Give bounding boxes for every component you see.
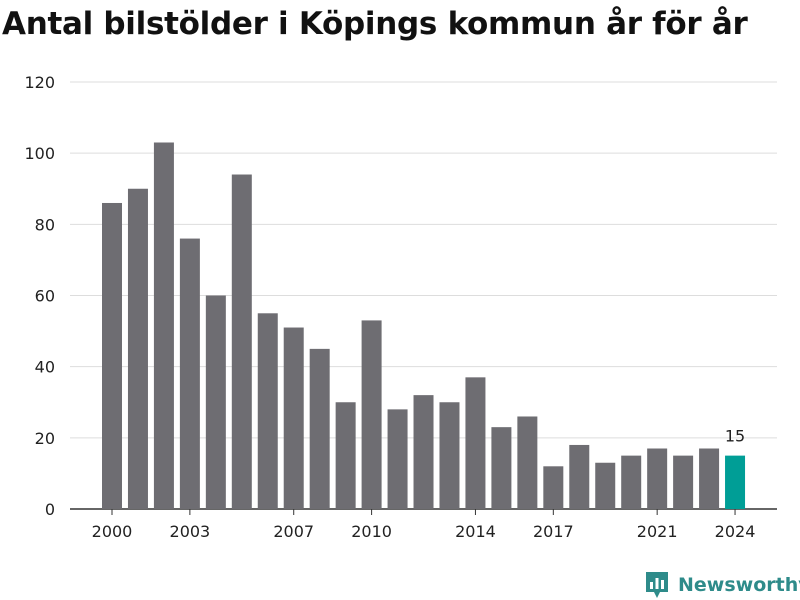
bar-2005	[231, 174, 252, 509]
bar-2007	[283, 327, 304, 509]
bar-2017	[543, 466, 564, 509]
brand-logo: Newsworthy	[644, 570, 800, 600]
brand-name: Newsworthy	[678, 574, 800, 596]
y-tick-label: 40	[35, 358, 55, 377]
bar-2013	[439, 402, 460, 509]
bar-2024	[725, 455, 746, 509]
bar-2016	[517, 416, 538, 509]
bar-2004	[205, 295, 226, 509]
bar-2014	[465, 377, 486, 509]
bar-2020	[621, 455, 642, 509]
data-label: 15	[725, 427, 745, 446]
axis-labels: 0 20 40 60 80 100 120 15 2000 2003 2007 2010 2014 201…	[24, 73, 755, 541]
bar-2001	[127, 188, 148, 509]
y-tick-label: 100	[24, 144, 55, 163]
bar-chart-logo-icon	[646, 572, 668, 598]
bar-2019	[595, 462, 616, 509]
x-tick-label: 2000	[92, 522, 133, 541]
bar-2003	[179, 238, 200, 510]
bar-2000	[102, 202, 122, 509]
chart-title: Antal bilstölder i Köpings kommun år för…	[2, 6, 748, 42]
x-tick-label: 2017	[533, 522, 574, 541]
bar-2012	[413, 395, 434, 509]
x-tick-label: 2003	[170, 522, 211, 541]
bar-2009	[335, 402, 356, 509]
bar-2015	[491, 427, 512, 509]
bar-2006	[257, 313, 278, 509]
bars	[102, 142, 746, 510]
bar-2021	[647, 448, 668, 509]
y-tick-label: 20	[35, 429, 55, 448]
bar-2010	[361, 320, 382, 509]
y-tick-label: 120	[24, 73, 55, 92]
x-tick-label: 2010	[351, 522, 392, 541]
bar-2022	[673, 455, 694, 509]
y-tick-label: 0	[45, 500, 55, 519]
x-tick-label: 2021	[637, 522, 678, 541]
bar-2011	[387, 409, 408, 509]
y-tick-label: 60	[35, 287, 55, 306]
bar-2002	[153, 142, 174, 509]
x-tick-label: 2007	[273, 522, 314, 541]
bar-2018	[569, 444, 590, 509]
x-tick-label: 2014	[455, 522, 496, 541]
bar-2023	[699, 448, 720, 509]
x-tick-label: 2024	[715, 522, 756, 541]
y-tick-label: 80	[35, 215, 55, 234]
bar-2008	[309, 348, 330, 509]
